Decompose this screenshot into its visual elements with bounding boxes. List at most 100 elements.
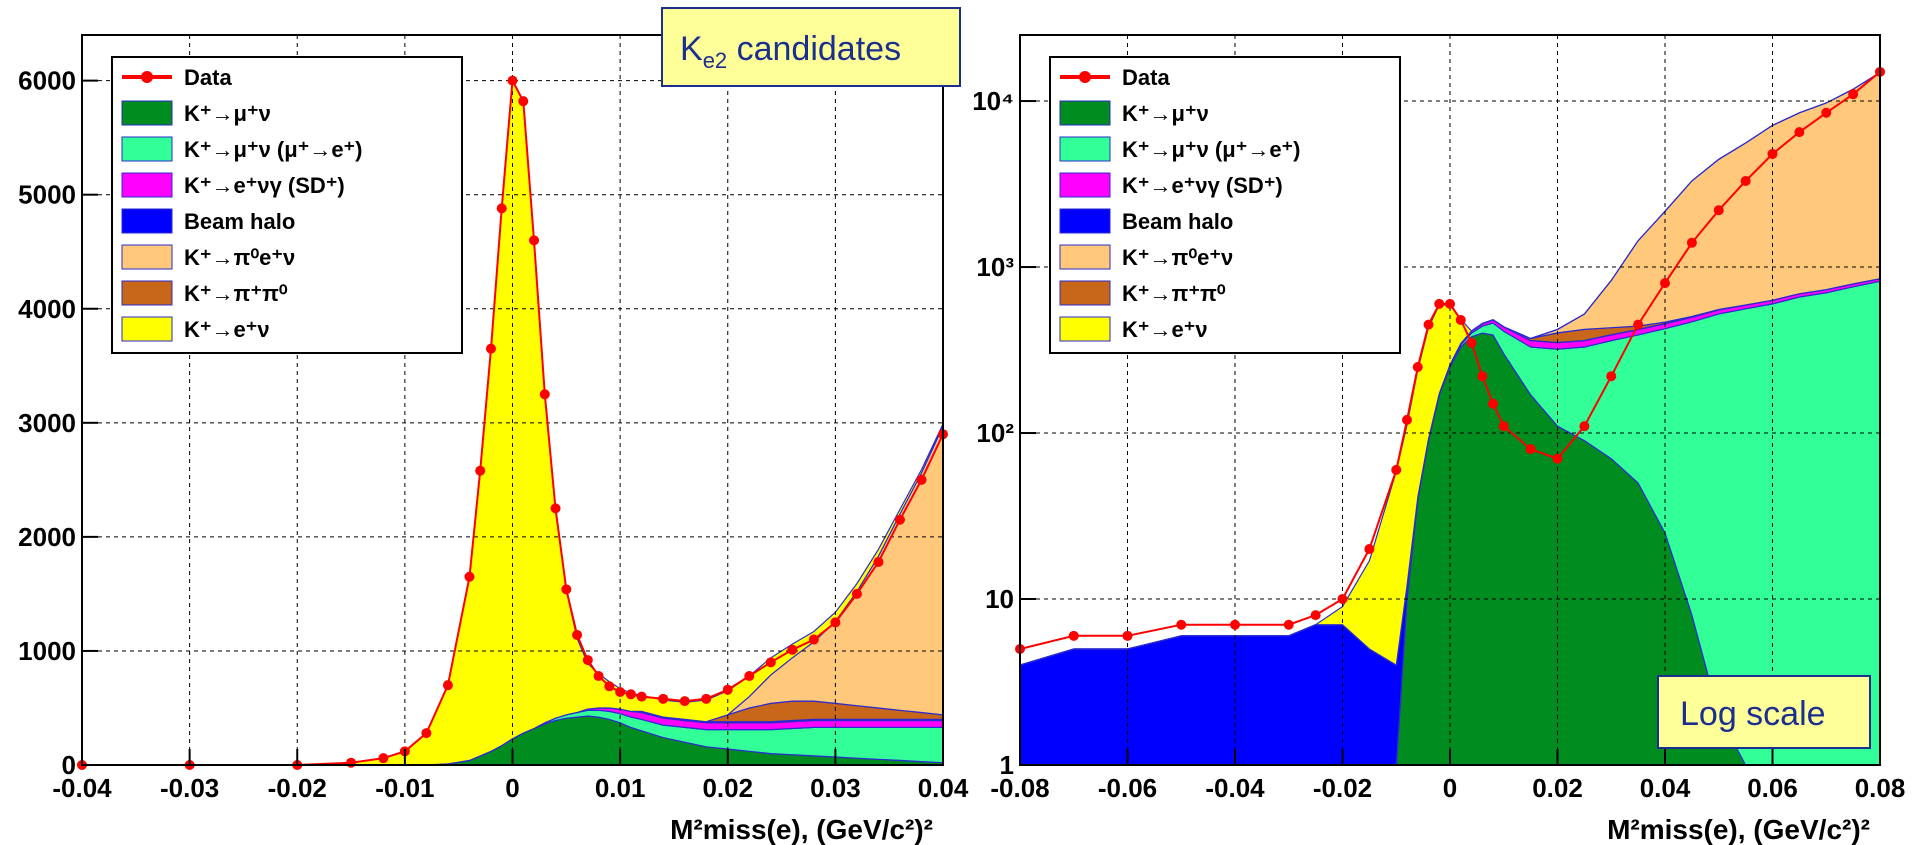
log-legend-label: Beam halo	[1122, 209, 1233, 234]
lin-data-point	[485, 343, 496, 354]
log-ytick-label: 1	[1000, 750, 1014, 780]
lin-data-point	[851, 588, 862, 599]
log-ytick-label: 10⁴	[972, 86, 1014, 116]
lin-data-point	[475, 465, 486, 476]
title-subscript: e2	[703, 48, 727, 73]
lin-data-point	[658, 693, 669, 704]
lin-legend-label: K⁺→μ⁺ν	[184, 101, 271, 126]
lin-legend-label: K⁺→π⁰e⁺ν	[184, 245, 295, 270]
log-data-point	[1488, 398, 1498, 409]
lin-legend-label: K⁺→e⁺ν	[184, 317, 270, 342]
log-scale-box: Log scale	[1657, 675, 1871, 749]
lin-data-point	[873, 556, 884, 567]
lin-xtick-label: 0	[505, 773, 519, 803]
log-xtick-label: -0.02	[1313, 773, 1372, 803]
lin-data-point	[378, 753, 389, 764]
log-panel: -0.08 -0.06 -0.04 -0.02 0 0.02 0.04 0.06 0.08 1 10…	[972, 34, 1905, 845]
log-data-point	[1068, 630, 1079, 641]
log-data-point	[1423, 319, 1434, 330]
lin-data-point	[916, 474, 927, 485]
log-ytick-label: 10³	[976, 252, 1014, 282]
lin-xtick-label: -0.04	[52, 773, 112, 803]
log-data-point	[1767, 148, 1778, 159]
log-xtick-label: -0.08	[990, 773, 1049, 803]
lin-xtick-label: -0.03	[160, 773, 219, 803]
log-scale-label: Log scale	[1680, 695, 1826, 733]
lin-xaxis-title: M²miss(e), (GeV/c²)²	[670, 814, 933, 845]
log-data-point	[1848, 89, 1859, 100]
log-data-point	[1606, 371, 1617, 382]
log-data-point	[1477, 371, 1488, 382]
lin-data-point	[561, 584, 572, 595]
log-legend: Data K⁺→μ⁺ν K⁺→μ⁺ν (μ⁺→e⁺) K⁺→e⁺νγ (SD⁺) Bea…	[1049, 56, 1401, 354]
lin-xtick-label: 0.03	[810, 773, 861, 803]
log-xtick-label: 0.02	[1532, 773, 1583, 803]
log-legend-label: K⁺→π⁰e⁺ν	[1122, 245, 1233, 270]
lin-legend-label: K⁺→e⁺νγ (SD⁺)	[184, 173, 345, 198]
log-data-point	[1579, 421, 1590, 432]
log-data-point	[1794, 127, 1805, 138]
log-data-point	[1821, 107, 1832, 118]
lin-ytick-label: 0	[62, 750, 76, 780]
lin-ytick-label: 6000	[18, 66, 76, 96]
log-data-point	[1364, 544, 1375, 555]
lin-ytick-label: 5000	[18, 180, 76, 210]
lin-data-point	[518, 96, 529, 107]
title-k: K	[680, 30, 703, 68]
log-data-point	[1633, 319, 1644, 330]
lin-data-point	[615, 687, 626, 697]
svg-text:Ke2 candidates: Ke2 candidates	[680, 30, 901, 73]
lin-ytick-label: 2000	[18, 522, 76, 552]
lin-data-point	[636, 691, 647, 702]
lin-legend-label: Beam halo	[184, 209, 295, 234]
lin-data-point	[830, 617, 841, 628]
linear-panel: -0.04 -0.03 -0.02 -0.01 0 0.01 0.02 0.03 0.04 0 10…	[18, 34, 969, 845]
title-rest: candidates	[727, 30, 901, 68]
lin-legend: Data K⁺→μ⁺ν K⁺→μ⁺ν (μ⁺→e⁺) K⁺→e⁺νγ (SD⁺) Bea…	[111, 56, 463, 354]
log-legend-label: K⁺→e⁺νγ (SD⁺)	[1122, 173, 1283, 198]
lin-data-point	[582, 655, 593, 666]
lin-data-point	[744, 671, 755, 682]
log-data-point	[1660, 278, 1670, 289]
log-data-point	[1412, 361, 1423, 372]
log-ytick-label: 10²	[976, 418, 1014, 448]
log-data-point	[1498, 421, 1509, 432]
log-data-point	[1455, 314, 1466, 325]
lin-legend-label: K⁺→μ⁺ν (μ⁺→e⁺)	[184, 137, 363, 162]
lin-xtick-label: 0.04	[918, 773, 969, 803]
lin-data-point	[894, 514, 905, 525]
log-xaxis-title: M²miss(e), (GeV/c²)²	[1607, 814, 1870, 845]
log-data-point	[1230, 619, 1240, 630]
log-data-line	[1019, 71, 1881, 650]
log-legend-label: K⁺→μ⁺ν	[1122, 101, 1209, 126]
lin-data-point	[464, 571, 475, 582]
log-data-point	[1445, 298, 1455, 309]
lin-data-point	[550, 503, 561, 514]
lin-legend-label: Data	[184, 65, 232, 90]
log-xtick-label: 0	[1443, 773, 1457, 803]
lin-legend-label: K⁺→π⁺π⁰	[184, 281, 288, 306]
log-legend-label: K⁺→π⁺π⁰	[1122, 281, 1226, 306]
log-data-point	[1740, 175, 1751, 186]
log-xtick-label: -0.06	[1098, 773, 1157, 803]
lin-data-point	[346, 757, 357, 768]
lin-data-point	[765, 657, 776, 668]
log-data-point	[1391, 464, 1402, 475]
log-legend-label: Data	[1122, 65, 1170, 90]
log-data-point	[1337, 594, 1348, 605]
lin-data-point	[496, 203, 507, 214]
lin-data-point	[808, 634, 819, 645]
log-data-point	[1122, 630, 1133, 641]
title-box: Ke2 candidates	[661, 7, 961, 87]
log-data-point	[1283, 619, 1294, 630]
lin-data-point	[507, 75, 518, 86]
log-data-point	[1434, 298, 1445, 309]
log-data-point	[1466, 337, 1477, 348]
lin-data-point	[787, 644, 798, 655]
lin-xtick-label: 0.02	[702, 773, 753, 803]
log-legend-label: K⁺→e⁺ν	[1122, 317, 1208, 342]
log-data-point	[1310, 610, 1321, 621]
lin-xtick-label: -0.01	[375, 773, 434, 803]
log-data-point	[1525, 444, 1536, 455]
